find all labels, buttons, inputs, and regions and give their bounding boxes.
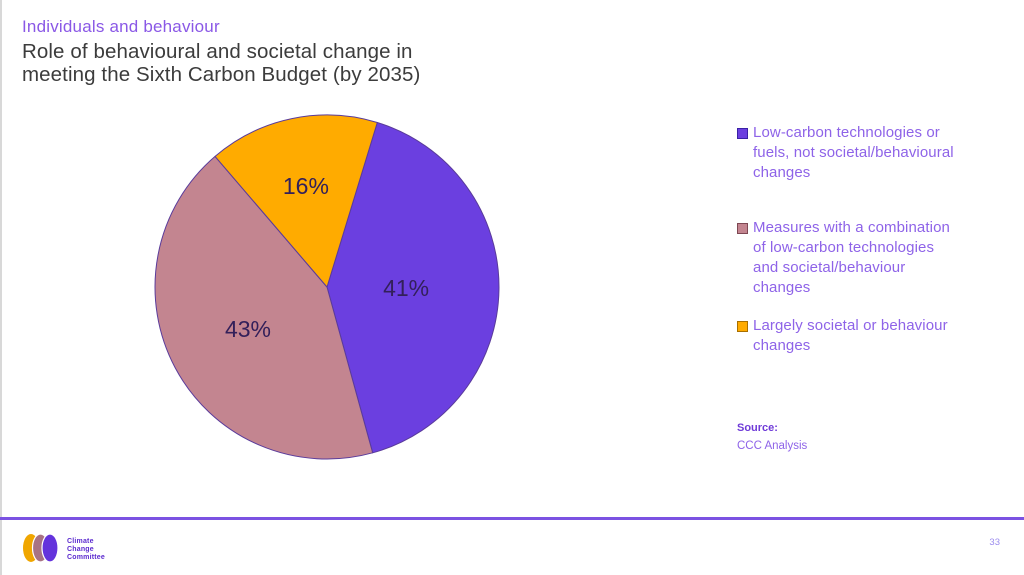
- logo-crescent-purple: [41, 533, 59, 563]
- pie-data-label: 43%: [225, 316, 271, 342]
- source-label: Source:: [737, 422, 778, 434]
- source-block: Source: CCC Analysis: [737, 421, 807, 454]
- footer-divider: [0, 517, 1024, 520]
- chart-legend: Low-carbon technologies or fuels, not so…: [737, 123, 997, 356]
- logo-text-line: Climate: [67, 538, 94, 545]
- logo-text-line: Change: [67, 546, 94, 553]
- pie-chart: 41% 43% 16%: [154, 114, 500, 460]
- legend-label: Low-carbon technologies or fuels, not so…: [753, 124, 954, 181]
- logo-text-line: Committee: [67, 554, 105, 561]
- pie-slice-3: [214, 114, 378, 288]
- slide-left-edge: [0, 0, 2, 575]
- ccc-logo-icon: [23, 533, 59, 563]
- legend-item-combination: Measures with a combination of low-carbo…: [737, 218, 997, 298]
- legend-item-societal: Largely societal or behaviour changes: [737, 316, 997, 356]
- legend-label: Measures with a combination of low-carbo…: [753, 219, 950, 296]
- pie-slice-1: [326, 122, 500, 454]
- pie-data-label: 41%: [383, 275, 429, 301]
- legend-swatch-orange: [737, 321, 748, 332]
- page-number: 33: [989, 537, 1000, 548]
- legend-swatch-mauve: [737, 223, 748, 234]
- legend-item-low-carbon: Low-carbon technologies or fuels, not so…: [737, 123, 997, 183]
- pie-data-label: 16%: [283, 173, 329, 199]
- source-value: CCC Analysis: [737, 440, 808, 452]
- legend-swatch-purple: [737, 128, 748, 139]
- slide-title: Role of behavioural and societal change …: [22, 40, 421, 86]
- legend-label: Largely societal or behaviour changes: [753, 317, 948, 354]
- ccc-logo-text: Climate Change Committee: [67, 538, 105, 562]
- slide-eyebrow: Individuals and behaviour: [22, 17, 220, 36]
- pie-slice-2: [154, 155, 374, 460]
- ccc-logo: Climate Change Committee: [20, 533, 105, 565]
